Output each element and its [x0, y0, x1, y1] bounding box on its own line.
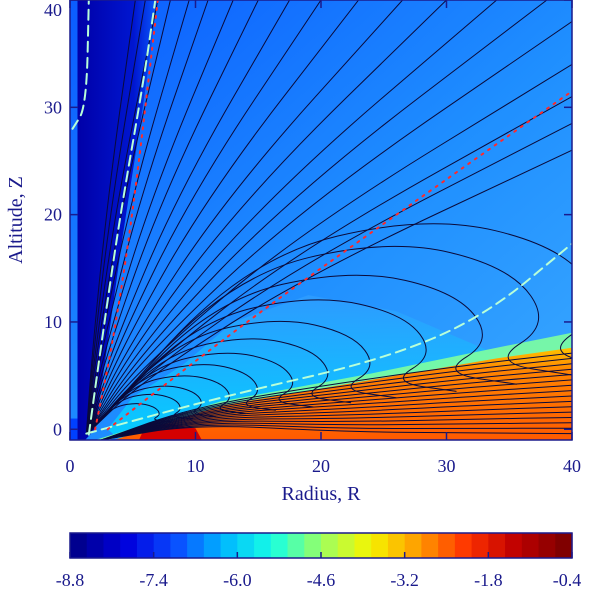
y-tick-label: 30: [44, 97, 62, 117]
y-tick-label: 0: [53, 419, 62, 439]
heatmap-plot-area: [70, 0, 572, 440]
x-tick-label: 30: [438, 456, 456, 476]
y-tick-label: 10: [44, 312, 62, 332]
contour-lines: [85, 0, 572, 440]
field-line: [85, 21, 572, 435]
field-line: [85, 0, 209, 435]
field-line: [85, 0, 291, 435]
lobe-contour: [88, 223, 572, 433]
colorbar-swatch: [103, 533, 121, 558]
colorbar-swatch: [505, 533, 523, 558]
dotted-overlay-line: [106, 90, 572, 431]
colorbar-swatch: [70, 533, 88, 558]
colorbar-swatch: [203, 533, 222, 558]
x-tick-label: 40: [563, 456, 581, 476]
colorbar-swatch: [438, 533, 456, 558]
colorbar-tick-label: -0.4: [553, 570, 582, 590]
colorbar-swatch: [270, 533, 289, 558]
disk-contour: [101, 363, 572, 440]
colorbar-swatch: [321, 533, 339, 558]
y-axis-ticks: 0 10 20 30 40: [44, 0, 572, 439]
colorbar-ticks: -8.8 -7.4 -6.0 -4.6 -3.2 -1.8 -0.4: [56, 552, 582, 590]
colorbar-tick-label: -8.8: [56, 570, 85, 590]
disk-contour: [101, 424, 572, 440]
overlay-lines: [71, 0, 572, 436]
field-line: [85, 0, 498, 435]
colorbar-swatch: [304, 533, 322, 558]
colorbar-swatch: [555, 533, 573, 558]
colorbar-swatch: [220, 533, 238, 558]
dashed-overlay-line: [71, 0, 90, 130]
colorbar-tick-label: -4.6: [307, 570, 336, 590]
field-line: [85, 0, 548, 435]
x-tick-label: 0: [66, 456, 75, 476]
x-axis-ticks: 0 10 20 30 40: [66, 0, 581, 476]
disk-contour: [101, 374, 572, 440]
field-line: [85, 63, 572, 435]
y-axis-title: Altitude, Z: [5, 176, 27, 264]
colorbar-swatch: [337, 533, 356, 558]
field-line: [85, 149, 572, 435]
x-tick-label: 10: [187, 456, 205, 476]
colorbar-swatch: [488, 533, 506, 558]
colorbar-swatch: [454, 533, 473, 558]
colorbar-swatch: [354, 533, 372, 558]
colorbar-swatch: [387, 533, 406, 558]
field-line: [85, 0, 322, 435]
disk-contour: [101, 379, 572, 440]
colorbar-tick-label: -7.4: [139, 570, 168, 590]
colorbar-swatch: [538, 533, 556, 558]
dashed-overlay-line: [85, 242, 572, 435]
disk-contour: [101, 411, 572, 440]
colorbar-swatch: [170, 533, 188, 558]
disk-contour: [101, 395, 572, 440]
field-line: [85, 0, 171, 435]
dashed-overlay-line: [87, 0, 157, 436]
lobe-contour: [88, 274, 517, 433]
x-tick-label: 20: [312, 456, 330, 476]
colorbar-swatch: [421, 533, 439, 558]
disk-contour: [101, 384, 572, 440]
colorbar-swatch: [153, 533, 171, 558]
field-line: [85, 0, 359, 435]
field-line: [85, 0, 403, 435]
colorbar-swatch: [187, 533, 205, 558]
y-tick-label: 40: [44, 0, 62, 20]
colorbar: [70, 533, 573, 558]
disk-contour: [101, 422, 572, 440]
colorbar-swatch: [287, 533, 305, 558]
field-line: [85, 0, 447, 435]
y-tick-label: 20: [44, 205, 62, 225]
colorbar-swatch: [120, 533, 138, 558]
disk-contour: [101, 352, 572, 440]
colorbar-tick-label: -6.0: [223, 570, 252, 590]
lobe-contour: [88, 299, 457, 433]
disk-contour: [101, 357, 572, 440]
colorbar-swatch: [404, 533, 422, 558]
disk-contour: [101, 406, 572, 440]
colorbar-tick-label: -3.2: [390, 570, 419, 590]
disk-contour: [101, 426, 572, 440]
disk-contour: [101, 368, 572, 440]
colorbar-swatch: [521, 533, 540, 558]
colorbar-swatch: [371, 533, 389, 558]
x-axis-title: Radius, R: [282, 483, 362, 505]
field-line: [85, 0, 190, 435]
colorbar-swatch: [136, 533, 155, 558]
colorbar-swatch: [254, 533, 272, 558]
colorbar-tick-label: -1.8: [474, 570, 503, 590]
disk-contour: [101, 417, 572, 440]
colorbar-swatch: [471, 533, 489, 558]
colorbar-swatch: [86, 533, 105, 558]
disk-contour: [101, 390, 572, 440]
colorbar-swatch: [237, 533, 255, 558]
dotted-overlay-line: [94, 0, 159, 431]
